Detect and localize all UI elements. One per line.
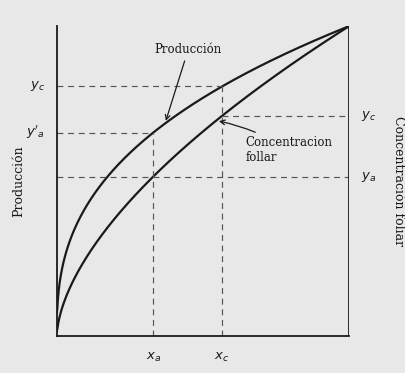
- Text: Concentración foliar: Concentración foliar: [391, 116, 404, 246]
- Text: $y_a$: $y_a$: [360, 169, 375, 184]
- Text: $y'_a$: $y'_a$: [26, 124, 45, 141]
- Text: $y_c$: $y_c$: [30, 79, 45, 94]
- Text: Producción: Producción: [12, 145, 25, 217]
- Text: Producción: Producción: [154, 43, 222, 119]
- Text: Concentracion
follar: Concentracion follar: [220, 120, 332, 164]
- Text: $y_c$: $y_c$: [360, 109, 375, 123]
- Text: $x_a$: $x_a$: [145, 351, 160, 364]
- Text: $x_c$: $x_c$: [214, 351, 229, 364]
